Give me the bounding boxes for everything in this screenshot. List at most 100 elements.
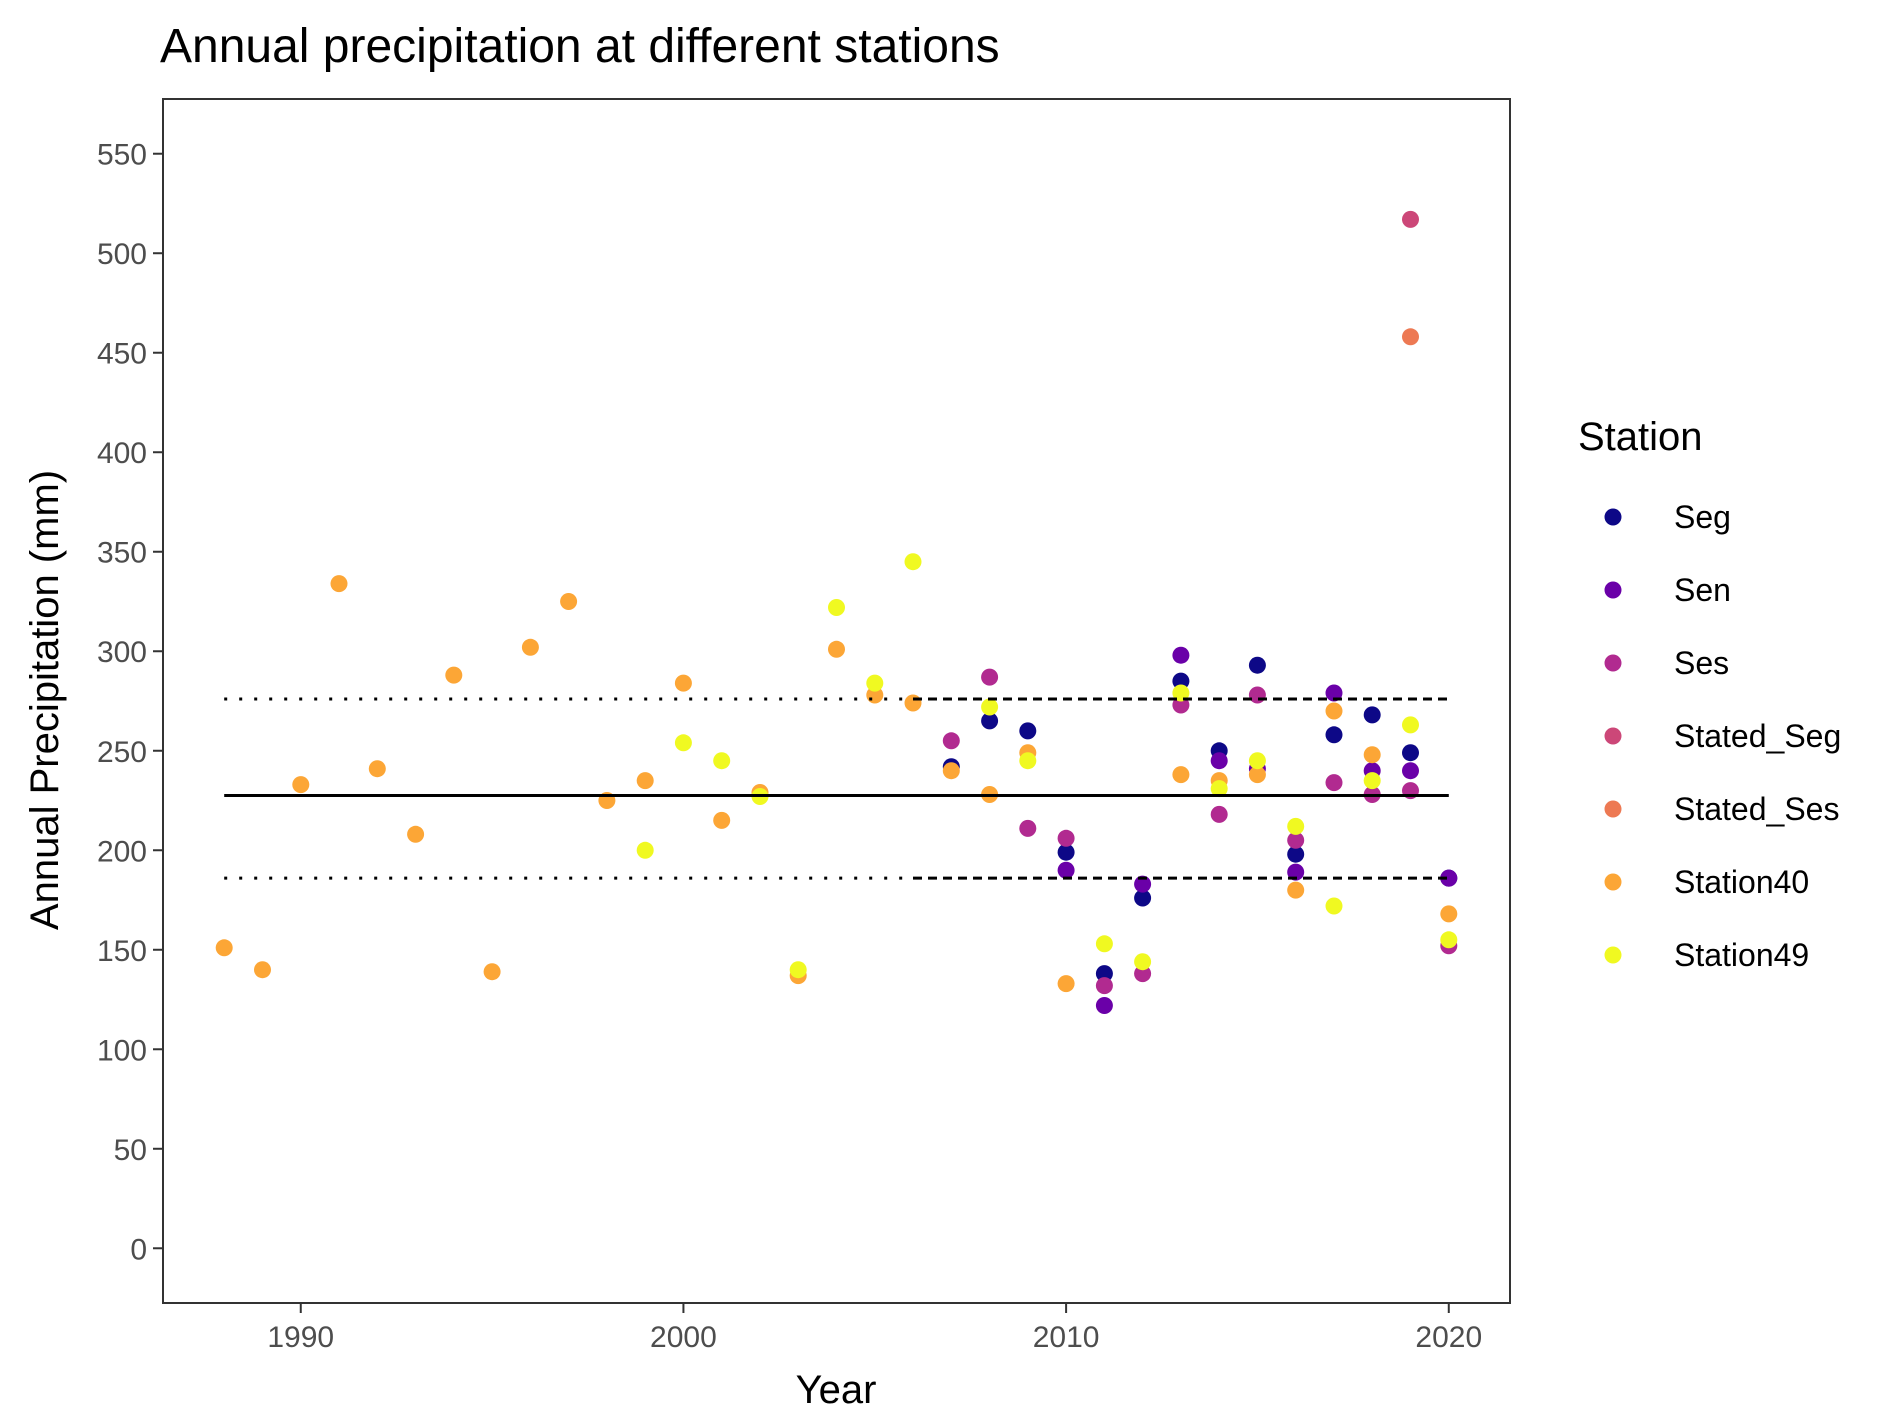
- data-point-station49-2009: [1019, 752, 1037, 770]
- data-point-ses-2010: [1057, 829, 1075, 847]
- data-point-sen-2019: [1402, 762, 1419, 780]
- y-tick-label-300: 300: [97, 636, 147, 669]
- data-point-station40-2006: [904, 694, 922, 712]
- y-tick-label-50: 50: [114, 1134, 147, 1167]
- data-point-ses-2017: [1325, 774, 1343, 792]
- legend-label-station49: Station49: [1674, 937, 1809, 973]
- legend-key-station40: [1604, 873, 1622, 891]
- data-point-station49-2008: [981, 698, 999, 716]
- data-point-station49-2020: [1440, 931, 1458, 949]
- data-point-ses-2008: [981, 668, 999, 686]
- data-point-sen-2010: [1057, 861, 1075, 879]
- data-point-stated-ses-2019: [1402, 328, 1419, 346]
- chart-title: Annual precipitation at different statio…: [160, 20, 1000, 73]
- y-tick-label-400: 400: [97, 437, 147, 470]
- x-axis-title: Year: [796, 1368, 877, 1412]
- data-point-ses-2007: [942, 732, 960, 750]
- data-point-station40-1995: [483, 963, 501, 981]
- data-point-seg-2018: [1363, 706, 1381, 724]
- data-point-station49-2017: [1325, 897, 1343, 915]
- data-point-station49-2013: [1172, 684, 1190, 702]
- data-point-station40-2010: [1057, 975, 1075, 993]
- data-point-station49-2014: [1210, 780, 1228, 798]
- legend-key-sen: [1604, 581, 1622, 599]
- data-point-station40-2000: [674, 674, 692, 692]
- legend-key-seg: [1604, 508, 1622, 526]
- x-tick-label-2020: 2020: [1415, 1321, 1482, 1354]
- legend-title: Station: [1578, 415, 1703, 459]
- data-point-seg-2016: [1287, 845, 1305, 863]
- data-point-seg-2013: [1172, 672, 1190, 690]
- x-axis: 1990 2000 2010 2020: [267, 1303, 1482, 1354]
- data-point-station49-2004: [828, 599, 845, 616]
- data-point-ses-2015: [1248, 686, 1266, 704]
- data-point-station40-1990: [292, 776, 310, 794]
- data-point-stated-seg-2019: [1402, 210, 1419, 228]
- data-point-ses-2014: [1210, 805, 1228, 823]
- data-point-station40-2020: [1440, 905, 1458, 923]
- y-tick-label-200: 200: [97, 835, 147, 868]
- plot-panel-border: [162, 98, 1511, 1304]
- legend-label-station40: Station40: [1674, 864, 1809, 900]
- data-point-seg-2012: [1134, 889, 1152, 907]
- data-point-sen-2013: [1172, 646, 1190, 664]
- data-point-station49-2003: [789, 961, 807, 979]
- data-point-station40-2001: [713, 811, 731, 829]
- data-point-station40-2007: [942, 762, 960, 780]
- y-axis-title: Annual Precipitation (mm): [23, 470, 67, 930]
- data-point-station49-2006: [904, 553, 922, 571]
- data-point-station40-1994: [445, 666, 463, 684]
- data-point-station40-2016: [1287, 881, 1305, 899]
- data-point-seg-2009: [1019, 722, 1037, 740]
- data-point-station40-2017: [1325, 702, 1343, 720]
- data-point-station40-1993: [407, 825, 425, 843]
- y-tick-label-250: 250: [97, 736, 147, 769]
- data-point-station49-2000: [674, 734, 692, 752]
- data-point-station49-2015: [1248, 752, 1266, 770]
- data-point-ses-2011: [1095, 977, 1113, 995]
- legend-key-station49: [1604, 946, 1622, 964]
- data-point-station40-1991: [330, 575, 348, 593]
- plot-area: [215, 210, 1458, 1014]
- data-point-seg-2010: [1057, 843, 1075, 861]
- data-point-sen-2014: [1210, 752, 1228, 770]
- legend-key-ses: [1604, 654, 1622, 672]
- data-point-station49-2018: [1363, 772, 1381, 790]
- data-point-sen-2020: [1440, 869, 1458, 887]
- data-point-station49-2012: [1134, 953, 1152, 971]
- legend-label-ses: Ses: [1674, 645, 1729, 681]
- data-point-station40-2013: [1172, 766, 1190, 784]
- data-point-station40-1992: [368, 760, 386, 778]
- data-point-station40-2018: [1363, 746, 1381, 764]
- y-tick-label-550: 550: [97, 139, 147, 172]
- y-tick-label-0: 0: [130, 1233, 147, 1266]
- data-point-station40-1997: [560, 593, 578, 610]
- data-point-station49-2011: [1095, 935, 1113, 953]
- data-point-ses-2012: [1134, 965, 1152, 983]
- data-point-station49-2019: [1402, 716, 1419, 734]
- x-tick-label-1990: 1990: [267, 1321, 334, 1354]
- y-tick-label-100: 100: [97, 1034, 147, 1067]
- y-tick-label-350: 350: [97, 537, 147, 570]
- legend-label-stated-ses: Stated_Ses: [1674, 791, 1839, 827]
- legend-label-sen: Sen: [1674, 572, 1731, 608]
- data-point-ses-2013: [1172, 696, 1190, 714]
- legend-label-stated-seg: Stated_Seg: [1674, 718, 1841, 754]
- legend-label-seg: Seg: [1674, 499, 1731, 535]
- data-point-station49-1999: [636, 841, 654, 859]
- data-point-station40-2004: [828, 640, 845, 658]
- legend-key-stated-ses: [1604, 800, 1622, 818]
- x-tick-label-2000: 2000: [650, 1321, 717, 1354]
- data-point-sen-2011: [1095, 997, 1113, 1014]
- data-point-ses-2009: [1019, 819, 1037, 837]
- data-point-sen-2012: [1134, 875, 1152, 893]
- data-point-station40-1988: [215, 939, 233, 957]
- data-point-seg-2015: [1248, 656, 1266, 674]
- data-point-station40-2015: [1248, 766, 1266, 784]
- x-tick-label-2010: 2010: [1033, 1321, 1100, 1354]
- data-point-station49-2016: [1287, 817, 1305, 835]
- data-point-seg-2008: [981, 712, 999, 730]
- data-point-station40-1999: [636, 772, 654, 790]
- data-point-seg-2017: [1325, 726, 1343, 744]
